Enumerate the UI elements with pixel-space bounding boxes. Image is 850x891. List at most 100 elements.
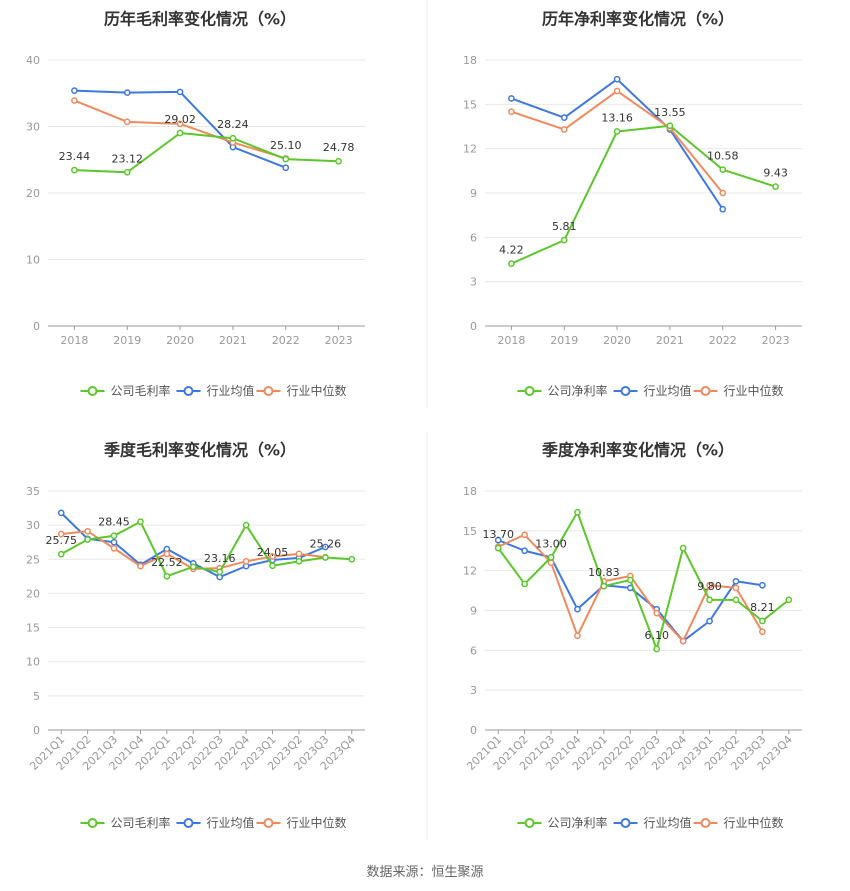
data-point-industry_avg <box>71 87 78 94</box>
data-label: 24.78 <box>323 141 355 154</box>
data-point-company <box>229 134 237 142</box>
data-point-industry_median <box>123 118 131 126</box>
x-tick-label: 2018 <box>497 334 525 347</box>
data-point-industry_median <box>295 550 303 558</box>
data-point-company <box>494 544 502 552</box>
y-tick-label: 6 <box>470 231 477 244</box>
data-point-company <box>282 155 290 163</box>
legend-label: 公司净利率 <box>548 383 608 398</box>
legend-label: 公司毛利率 <box>111 815 171 830</box>
data-point-company <box>348 555 356 563</box>
legend-swatch-marker <box>263 386 274 396</box>
x-tick-label: 2019 <box>550 334 578 347</box>
x-tick-label: 2020 <box>603 334 631 347</box>
data-label: 9.43 <box>763 167 788 180</box>
data-point-industry_median <box>653 609 661 617</box>
y-tick-label: 10 <box>26 656 40 669</box>
data-point-industry_median <box>706 581 713 589</box>
y-tick-label: 10 <box>26 254 40 267</box>
y-tick-label: 12 <box>463 143 477 156</box>
y-tick-label: 6 <box>470 644 477 657</box>
data-point-industry_median <box>71 97 78 104</box>
data-point-company <box>574 508 581 516</box>
data-label: 9.80 <box>697 580 722 593</box>
y-tick-label: 0 <box>470 724 477 737</box>
legend-swatch-marker <box>263 818 274 828</box>
data-point-company <box>679 544 687 552</box>
y-tick-label: 3 <box>470 684 477 697</box>
y-tick-label: 0 <box>33 724 40 737</box>
legend-label: 公司毛利率 <box>111 383 171 398</box>
data-point-industry_median <box>547 559 555 567</box>
data-label: 23.12 <box>112 152 144 165</box>
data-point-company <box>163 572 171 580</box>
legend-label: 行业均值 <box>207 383 255 398</box>
data-point-industry_avg <box>613 75 621 83</box>
legend-label: 行业均值 <box>207 815 255 830</box>
x-tick-label: 2023 <box>762 334 790 347</box>
data-label: 4.22 <box>499 244 524 257</box>
data-point-company <box>295 557 303 565</box>
data-label: 13.70 <box>482 528 514 541</box>
data-point-company <box>123 168 131 176</box>
legend-label: 公司净利率 <box>548 815 608 830</box>
chart-title: 季度净利率变化情况（%） <box>541 441 734 460</box>
data-point-company <box>216 568 224 576</box>
x-tick-label: 2021 <box>219 334 247 347</box>
data-point-industry_median <box>176 120 184 128</box>
data-point-industry_median <box>57 530 65 538</box>
legend-label: 行业中位数 <box>287 383 347 398</box>
data-point-industry_avg <box>57 509 65 517</box>
data-point-industry_median <box>574 632 581 640</box>
data-point-company <box>613 128 621 135</box>
data-point-industry_avg <box>110 538 118 546</box>
data-point-industry_avg <box>560 114 568 121</box>
data-point-company <box>706 596 713 604</box>
data-point-company <box>269 562 276 570</box>
data-label: 6.10 <box>644 629 669 642</box>
data-point-industry_median <box>137 562 144 570</box>
legend-label: 行业中位数 <box>724 383 784 398</box>
data-point-company <box>521 580 528 588</box>
series-line-industry_avg <box>74 89 287 169</box>
x-tick-label: 2020 <box>166 334 194 347</box>
data-point-company <box>547 554 555 561</box>
data-label: 24.05 <box>257 546 289 559</box>
data-point-company <box>322 554 329 561</box>
data-point-company <box>189 563 197 571</box>
y-tick-label: 9 <box>470 605 477 618</box>
legend-swatch-marker <box>524 818 535 828</box>
data-point-industry_median <box>521 531 528 539</box>
y-tick-label: 15 <box>26 622 40 635</box>
data-point-industry_avg <box>508 95 515 102</box>
y-tick-label: 3 <box>470 276 477 289</box>
legend-label: 行业中位数 <box>287 815 347 830</box>
data-point-industry_median <box>732 584 740 592</box>
y-tick-label: 20 <box>26 587 40 600</box>
data-point-company <box>84 536 91 543</box>
data-point-industry_avg <box>759 581 766 589</box>
data-label: 22.52 <box>151 556 183 569</box>
data-label: 23.16 <box>204 552 236 565</box>
legend-swatch-marker <box>183 818 194 828</box>
series-line-company <box>511 124 776 265</box>
data-label: 28.45 <box>98 516 130 529</box>
y-tick-label: 18 <box>463 54 477 67</box>
data-point-industry_avg <box>123 89 131 96</box>
y-tick-label: 5 <box>33 690 40 703</box>
data-point-company <box>335 157 342 165</box>
data-point-industry_avg <box>719 205 727 213</box>
data-point-company <box>71 166 78 174</box>
chart-title: 历年毛利率变化情况（%） <box>104 10 296 29</box>
data-point-company <box>666 122 674 130</box>
data-point-industry_avg <box>706 617 713 625</box>
data-label: 8.21 <box>750 601 775 614</box>
data-point-company <box>57 550 65 558</box>
series-line-industry_median <box>511 90 724 194</box>
x-tick-label: 2021 <box>656 334 684 347</box>
data-point-company <box>600 582 608 590</box>
data-label: 25.26 <box>310 538 342 551</box>
legend-swatch-marker <box>700 386 711 396</box>
data-point-company <box>626 576 634 584</box>
